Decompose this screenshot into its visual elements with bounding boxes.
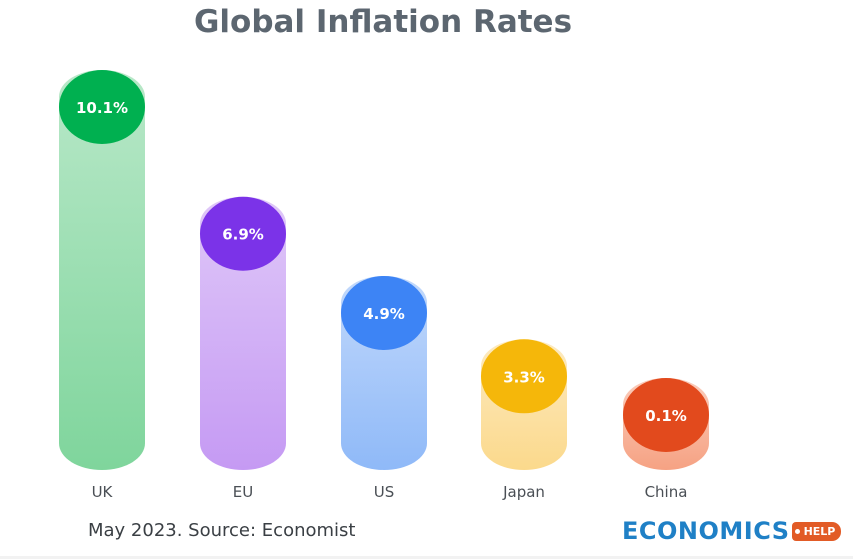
bar-china: 0.1% China bbox=[623, 378, 709, 501]
economics-help-logo: ECONOMICS HELP bbox=[622, 516, 842, 546]
logo-tag: HELP bbox=[791, 521, 842, 541]
bar-uk: 10.1% UK bbox=[59, 70, 145, 501]
bar-cap bbox=[481, 339, 567, 414]
category-label: US bbox=[374, 483, 395, 501]
bar-cap bbox=[59, 70, 145, 144]
category-label: Japan bbox=[502, 483, 545, 501]
category-label: UK bbox=[92, 483, 114, 501]
bar-cap bbox=[623, 378, 709, 452]
logo-word: ECONOMICS bbox=[622, 517, 790, 545]
value-label: 6.9% bbox=[222, 226, 264, 244]
category-label: EU bbox=[233, 483, 253, 501]
bottom-divider bbox=[0, 556, 853, 559]
value-label: 4.9% bbox=[363, 305, 405, 323]
value-label: 10.1% bbox=[76, 99, 128, 117]
category-label: China bbox=[645, 483, 688, 501]
source-note: May 2023. Source: Economist bbox=[88, 520, 356, 541]
bar-eu: 6.9% EU bbox=[200, 196, 286, 501]
value-label: 3.3% bbox=[503, 368, 545, 386]
value-label: 0.1% bbox=[645, 407, 687, 425]
chart-title: Global Inflation Rates bbox=[193, 4, 573, 40]
bar-japan: 3.3% Japan bbox=[481, 339, 567, 501]
bar-us: 4.9% US bbox=[341, 275, 427, 501]
bar-cap bbox=[341, 275, 427, 350]
bar-body bbox=[59, 70, 145, 470]
bar-cap bbox=[200, 196, 286, 271]
